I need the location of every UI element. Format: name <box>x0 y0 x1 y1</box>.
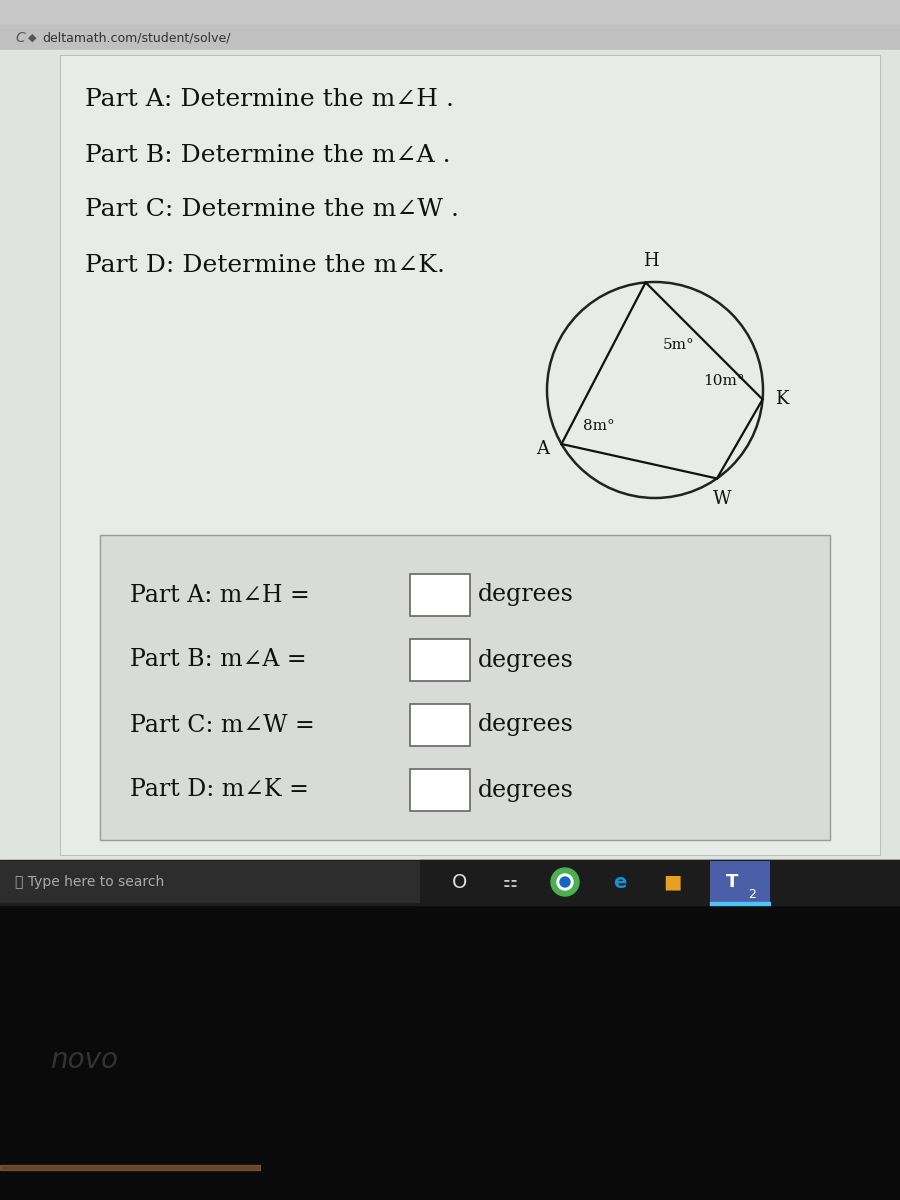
Text: H: H <box>643 252 659 270</box>
Circle shape <box>551 868 579 896</box>
Text: ◆: ◆ <box>28 32 37 43</box>
Text: degrees: degrees <box>478 779 574 802</box>
Text: ■: ■ <box>662 872 681 892</box>
FancyBboxPatch shape <box>0 862 420 902</box>
Text: degrees: degrees <box>478 648 574 672</box>
Text: Part B: Determine the m∠A .: Part B: Determine the m∠A . <box>85 144 451 167</box>
Text: Part D: Determine the m∠K.: Part D: Determine the m∠K. <box>85 253 445 276</box>
Text: 8m°: 8m° <box>583 419 616 433</box>
Text: Part A: m∠H =: Part A: m∠H = <box>130 583 310 606</box>
Text: T: T <box>725 874 738 890</box>
Text: W: W <box>713 491 731 509</box>
Text: 2: 2 <box>748 888 756 901</box>
FancyBboxPatch shape <box>60 55 880 854</box>
Text: 10m°: 10m° <box>703 374 744 389</box>
Text: e: e <box>613 872 626 892</box>
FancyBboxPatch shape <box>410 769 470 811</box>
Text: degrees: degrees <box>478 714 574 737</box>
Text: A: A <box>536 440 550 458</box>
Circle shape <box>560 877 570 887</box>
Text: Part C: m∠W =: Part C: m∠W = <box>130 714 315 737</box>
FancyBboxPatch shape <box>710 862 770 902</box>
Text: O: O <box>453 872 468 892</box>
Text: deltamath.com/student/solve/: deltamath.com/student/solve/ <box>42 31 230 44</box>
Text: 5m°: 5m° <box>663 338 695 352</box>
Text: ⌕ Type here to search: ⌕ Type here to search <box>15 875 164 889</box>
FancyBboxPatch shape <box>410 574 470 616</box>
FancyBboxPatch shape <box>100 535 830 840</box>
Text: degrees: degrees <box>478 583 574 606</box>
Text: K: K <box>775 390 788 408</box>
FancyBboxPatch shape <box>410 638 470 680</box>
Text: Part D: m∠K =: Part D: m∠K = <box>130 779 309 802</box>
Text: Part B: m∠A =: Part B: m∠A = <box>130 648 307 672</box>
Circle shape <box>557 874 573 890</box>
Text: ⚏: ⚏ <box>502 874 518 890</box>
Text: C: C <box>15 31 25 44</box>
Text: Part C: Determine the m∠W .: Part C: Determine the m∠W . <box>85 198 459 222</box>
FancyBboxPatch shape <box>410 704 470 746</box>
Text: Part A: Determine the m∠H .: Part A: Determine the m∠H . <box>85 89 454 112</box>
Text: novo: novo <box>50 1046 118 1074</box>
